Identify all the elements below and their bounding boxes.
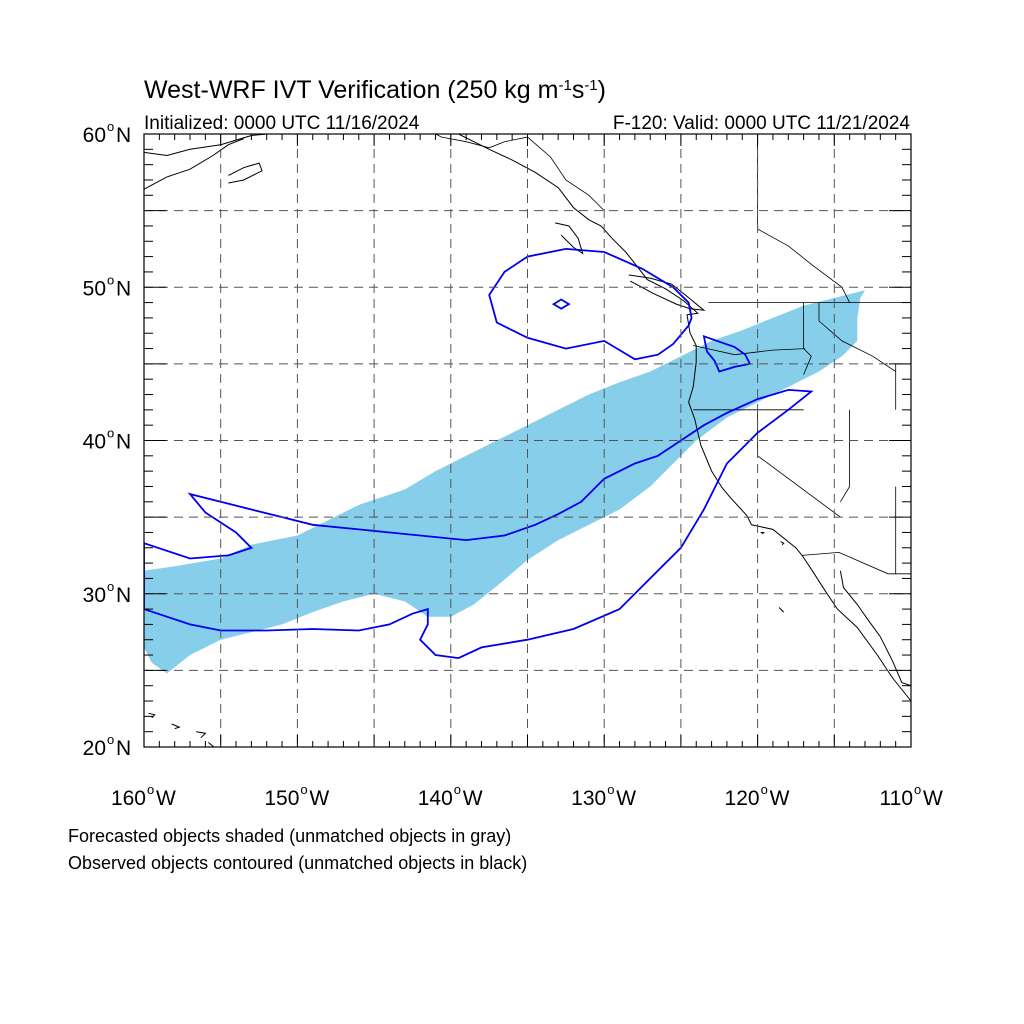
coastline-2 [228, 162, 263, 184]
coastline-11 [760, 532, 765, 535]
lat-label: 50 [83, 277, 106, 300]
border-6 [803, 302, 812, 375]
lat-label: 20 [83, 737, 106, 760]
lat-label: 40 [83, 431, 106, 454]
lat-hemisphere: N [116, 277, 131, 300]
border-8 [895, 363, 911, 410]
observed-contour-2 [488, 247, 693, 361]
lon-label: 140 [418, 787, 453, 810]
lon-hemisphere: W [923, 787, 943, 810]
lat-hemisphere: N [116, 584, 131, 607]
lat-label: 60 [83, 124, 106, 147]
valid-time-label: F-120: Valid: 0000 UTC 11/21/2024 [613, 113, 911, 134]
lat-degree-symbol: o [107, 272, 114, 287]
border-10 [757, 134, 850, 303]
lon-label: 120 [725, 787, 760, 810]
lon-hemisphere: W [770, 787, 790, 810]
lat-degree-symbol: o [107, 579, 114, 594]
coastline-13 [778, 607, 785, 613]
coastline-12 [780, 541, 785, 546]
lon-hemisphere: W [156, 787, 176, 810]
lat-degree-symbol: o [107, 732, 114, 747]
observed-contour-layer [144, 247, 814, 660]
coastline-9 [171, 723, 181, 730]
border-4 [757, 409, 841, 518]
map-title: West-WRF IVT Verification (250 kg m-1s-1… [144, 76, 606, 104]
observed-contour-0 [144, 388, 814, 660]
lon-label: 150 [264, 787, 299, 810]
lon-degree-symbol: o [607, 782, 614, 797]
coastline-10 [148, 712, 156, 719]
tick-layer [143, 133, 912, 748]
coastline-8 [196, 731, 207, 739]
grid-layer [144, 134, 911, 747]
lat-degree-symbol: o [107, 119, 114, 134]
lat-hemisphere: N [116, 431, 131, 454]
lat-hemisphere: N [116, 124, 131, 147]
lon-hemisphere: W [463, 787, 483, 810]
lon-label: 160 [111, 787, 146, 810]
lon-degree-symbol: o [761, 782, 768, 797]
border-7 [840, 409, 850, 503]
observed-contour-3 [551, 298, 571, 310]
lat-hemisphere: N [116, 737, 131, 760]
lat-degree-symbol: o [107, 426, 114, 441]
border-5 [802, 551, 911, 575]
coastline-6 [554, 222, 584, 255]
lon-hemisphere: W [616, 787, 636, 810]
coastline-4 [839, 570, 911, 687]
coastline-3 [458, 134, 911, 702]
lon-degree-symbol: o [147, 782, 154, 797]
caption-observed: Observed objects contoured (unmatched ob… [68, 853, 528, 873]
lon-hemisphere: W [309, 787, 329, 810]
lon-label: 110 [880, 787, 913, 810]
forecast-ivt-object [144, 290, 865, 674]
lon-degree-symbol: o [914, 782, 921, 797]
lon-label: 130 [571, 787, 606, 810]
caption-forecast: Forecasted objects shaded (unmatched obj… [68, 826, 512, 846]
lat-label: 30 [83, 584, 106, 607]
border-2 [693, 345, 806, 356]
coastline-7 [208, 742, 215, 747]
border-9 [818, 302, 896, 372]
lon-degree-symbol: o [454, 782, 461, 797]
border-0 [435, 134, 605, 211]
coastline-5 [628, 274, 706, 311]
coastline-1 [144, 138, 244, 190]
init-time-label: Initialized: 0000 UTC 11/16/2024 [144, 113, 420, 134]
observed-contour-1 [702, 334, 752, 373]
lon-degree-symbol: o [300, 782, 307, 797]
